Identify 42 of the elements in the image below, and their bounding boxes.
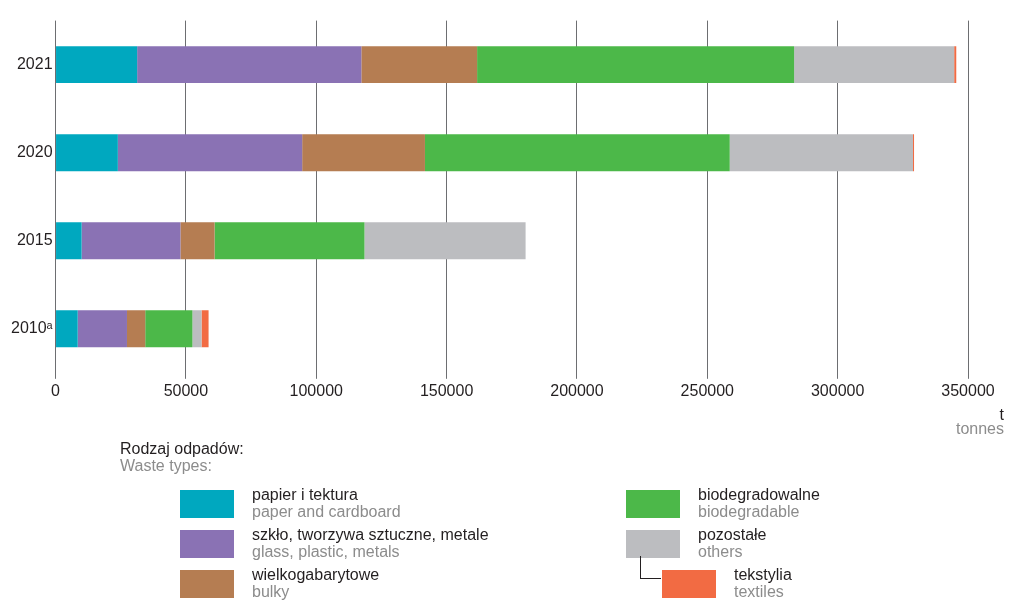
x-tick-label: 50000 bbox=[163, 381, 209, 399]
bar bbox=[954, 46, 957, 84]
bar bbox=[180, 222, 215, 260]
y-tick-label: 2021 bbox=[16, 55, 53, 73]
bar bbox=[56, 222, 82, 260]
bar bbox=[56, 46, 138, 84]
bar bbox=[56, 310, 78, 348]
bar bbox=[302, 134, 425, 172]
x-tick-label: 300000 bbox=[810, 381, 865, 399]
y-tick-label: 2020 bbox=[16, 143, 53, 161]
bar bbox=[56, 134, 118, 172]
y-tick-label: 2010ᵃ bbox=[11, 319, 54, 337]
bar bbox=[361, 46, 478, 84]
legend-label: pozostałe others bbox=[698, 526, 767, 560]
x-tick-label: 200000 bbox=[550, 381, 604, 399]
bar bbox=[214, 222, 365, 260]
bar bbox=[794, 46, 955, 84]
x-tick-label: 150000 bbox=[419, 381, 474, 399]
bar bbox=[137, 46, 362, 84]
bar bbox=[364, 222, 526, 260]
bar bbox=[729, 134, 913, 172]
bar bbox=[77, 310, 127, 348]
legend-title: Rodzaj odpadów: Waste types: bbox=[120, 440, 244, 474]
bar bbox=[145, 310, 193, 348]
bar bbox=[192, 310, 202, 348]
legend-label: papier i tektura paper and cardboard bbox=[252, 486, 401, 520]
legend-label: szkło, tworzywa sztuczne, metale glass, plastic, metals bbox=[252, 526, 489, 560]
x-axis-title: t tonnes bbox=[955, 406, 1005, 438]
bar bbox=[126, 310, 146, 348]
bar bbox=[201, 310, 209, 348]
bar bbox=[477, 46, 795, 84]
x-tick-label: 350000 bbox=[941, 381, 995, 399]
x-tick-label: 100000 bbox=[289, 381, 344, 399]
legend-label: tekstylia textiles bbox=[734, 566, 792, 600]
y-tick-label: 2015 bbox=[16, 231, 53, 249]
legend-label: wielkogabarytowe bulky bbox=[252, 566, 380, 600]
legend-label: biodegradowalne biodegradable bbox=[698, 486, 820, 520]
x-tick-label: 0 bbox=[51, 381, 61, 399]
bar bbox=[424, 134, 730, 172]
bar bbox=[117, 134, 303, 172]
bar bbox=[81, 222, 181, 260]
x-tick-label: 250000 bbox=[680, 381, 735, 399]
